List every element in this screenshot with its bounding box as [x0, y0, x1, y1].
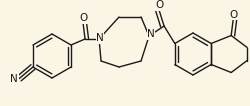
Text: N: N [96, 33, 104, 43]
Text: N: N [10, 74, 18, 84]
Text: N: N [147, 29, 155, 39]
Text: O: O [155, 0, 163, 10]
Text: O: O [79, 13, 87, 23]
Text: O: O [229, 10, 237, 20]
